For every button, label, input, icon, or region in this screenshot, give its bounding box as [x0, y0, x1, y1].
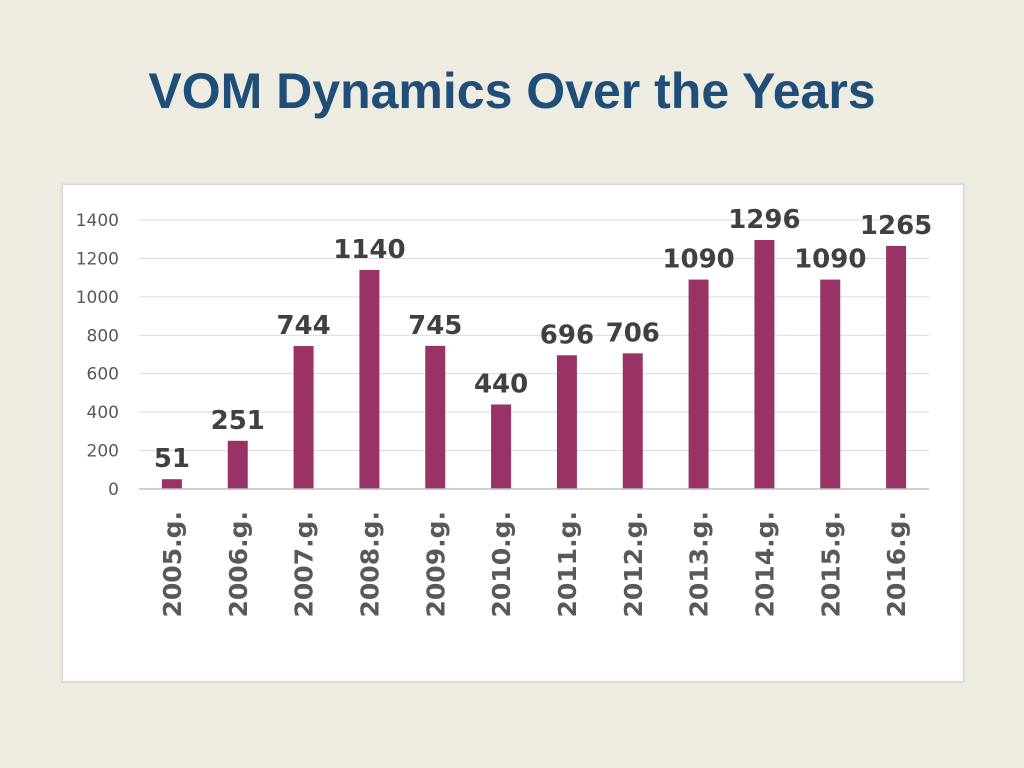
bar: [754, 239, 775, 489]
y-tick-label: 1000: [76, 288, 119, 308]
gridlines: [139, 219, 929, 452]
y-tick-label: 1400: [76, 211, 119, 231]
bar: [425, 345, 446, 489]
y-tick-label: 400: [87, 403, 119, 423]
data-labels: 51 251 744 1140 745 440 696 706 1090 1296 1090 1265: [154, 205, 932, 474]
data-label: 1090: [662, 245, 734, 275]
chart-panel: 0 200 400 600 800 1000 1200 1400 51 251 744 1140 74…: [62, 184, 964, 682]
bar: [161, 479, 182, 489]
data-label: 1140: [333, 235, 405, 265]
y-tick-label: 0: [108, 480, 119, 500]
x-tick-label: 2012.g.: [619, 511, 648, 617]
x-tick-label: 2009.g.: [421, 511, 450, 617]
bar-chart: 0 200 400 600 800 1000 1200 1400 51 251 744 1140 74…: [76, 205, 933, 618]
slide-title: VOM Dynamics Over the Years: [148, 63, 876, 119]
x-tick-label: 2006.g.: [224, 511, 253, 617]
bar: [227, 440, 248, 489]
data-label: 251: [211, 406, 265, 436]
bar: [886, 245, 907, 489]
data-label: 1265: [860, 211, 932, 241]
bar: [820, 279, 841, 489]
bar: [293, 346, 314, 489]
y-axis-ticks: 0 200 400 600 800 1000 1200 1400: [76, 211, 119, 500]
x-tick-label: 2007.g.: [290, 511, 319, 617]
data-label: 1296: [728, 205, 800, 235]
data-label: 745: [408, 311, 462, 341]
data-label: 51: [154, 444, 190, 474]
x-tick-label: 2015.g.: [816, 511, 845, 617]
data-label: 706: [606, 318, 660, 348]
x-tick-label: 2013.g.: [685, 511, 714, 617]
bar: [556, 355, 577, 489]
bar: [622, 353, 643, 489]
bar: [491, 404, 512, 489]
bar: [688, 279, 709, 489]
data-label: 744: [276, 311, 330, 341]
x-tick-label: 2016.g.: [882, 511, 911, 617]
x-axis-ticks: 2005.g. 2006.g. 2007.g. 2008.g. 2009.g. 2010.…: [158, 511, 911, 617]
data-label: 440: [474, 369, 528, 399]
data-label: 1090: [794, 245, 866, 275]
data-label: 696: [540, 320, 594, 350]
x-tick-label: 2010.g.: [487, 511, 516, 617]
x-tick-label: 2014.g.: [750, 511, 779, 617]
x-tick-label: 2005.g.: [158, 511, 187, 617]
y-tick-label: 1200: [76, 249, 119, 269]
bar: [359, 269, 380, 489]
y-tick-label: 600: [87, 365, 119, 385]
y-tick-label: 800: [87, 326, 119, 346]
x-tick-label: 2008.g.: [355, 511, 384, 617]
x-tick-label: 2011.g.: [553, 511, 582, 617]
y-tick-label: 200: [87, 442, 119, 462]
bars: [161, 239, 907, 489]
